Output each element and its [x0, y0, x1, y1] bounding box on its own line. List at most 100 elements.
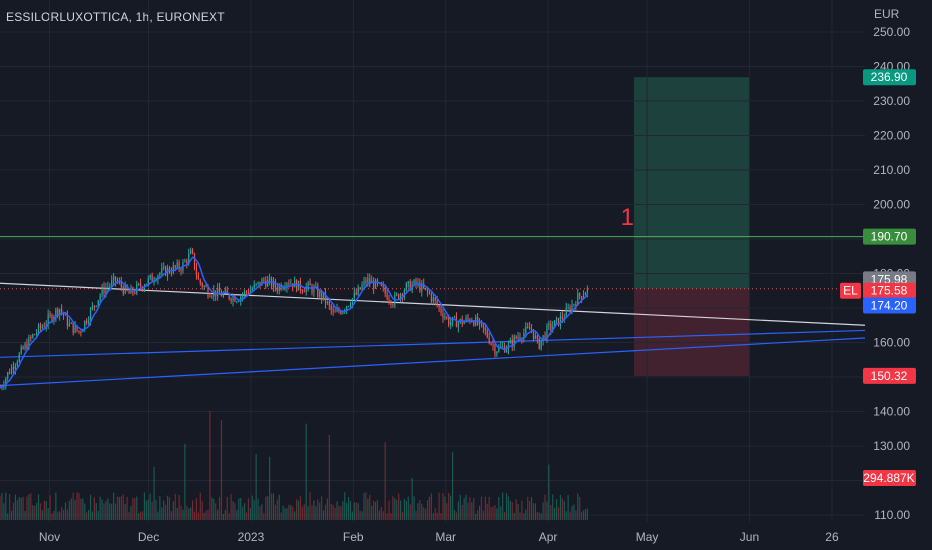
candle[interactable]: [242, 294, 244, 297]
candle[interactable]: [149, 274, 151, 278]
candle[interactable]: [161, 268, 163, 274]
candle[interactable]: [84, 320, 86, 330]
candle[interactable]: [347, 306, 350, 308]
candle[interactable]: [35, 332, 38, 335]
candle[interactable]: [500, 346, 502, 348]
candle[interactable]: [573, 304, 575, 306]
candle[interactable]: [544, 335, 546, 339]
candle[interactable]: [502, 346, 504, 348]
candle[interactable]: [540, 340, 542, 349]
candle[interactable]: [218, 287, 221, 293]
candle[interactable]: [124, 285, 126, 294]
candle[interactable]: [220, 292, 223, 297]
candle[interactable]: [87, 320, 90, 323]
candle[interactable]: [139, 283, 142, 287]
candle[interactable]: [319, 291, 321, 297]
candle[interactable]: [453, 316, 456, 318]
candle[interactable]: [136, 284, 138, 293]
candle[interactable]: [552, 326, 554, 330]
candle[interactable]: [203, 285, 205, 287]
candle[interactable]: [513, 336, 515, 347]
candle[interactable]: [45, 324, 47, 327]
candle[interactable]: [455, 316, 458, 328]
candle[interactable]: [68, 323, 70, 326]
candle[interactable]: [272, 280, 275, 288]
candle[interactable]: [111, 280, 113, 286]
candle[interactable]: [62, 312, 65, 316]
candle[interactable]: [436, 300, 438, 306]
candle[interactable]: [126, 285, 128, 291]
candle[interactable]: [9, 372, 11, 374]
candle[interactable]: [569, 307, 571, 312]
candle[interactable]: [407, 281, 409, 284]
candle[interactable]: [49, 314, 51, 316]
candle[interactable]: [357, 287, 359, 295]
candle[interactable]: [519, 336, 521, 339]
stop-zone[interactable]: [633, 288, 750, 376]
candle[interactable]: [463, 321, 465, 325]
candle[interactable]: [423, 283, 425, 288]
candle[interactable]: [484, 328, 486, 331]
candle[interactable]: [515, 336, 517, 339]
candle[interactable]: [359, 287, 361, 290]
candle[interactable]: [353, 292, 355, 299]
candle[interactable]: [269, 278, 271, 281]
candle[interactable]: [409, 281, 411, 291]
candle[interactable]: [349, 304, 352, 307]
candle[interactable]: [243, 291, 246, 295]
candle[interactable]: [342, 311, 344, 314]
candle[interactable]: [413, 279, 415, 285]
candle[interactable]: [41, 326, 43, 328]
candle[interactable]: [550, 323, 552, 330]
candle[interactable]: [577, 293, 579, 306]
candle[interactable]: [228, 293, 230, 299]
candle[interactable]: [267, 280, 269, 287]
candle[interactable]: [355, 292, 357, 295]
candle[interactable]: [365, 280, 367, 283]
candle[interactable]: [523, 332, 525, 340]
candle[interactable]: [259, 281, 261, 286]
candle[interactable]: [432, 297, 434, 302]
candle[interactable]: [438, 305, 440, 308]
candle[interactable]: [351, 298, 354, 305]
candle[interactable]: [532, 329, 535, 339]
candle[interactable]: [426, 288, 429, 293]
candle[interactable]: [55, 309, 57, 317]
candle[interactable]: [66, 314, 69, 326]
candle[interactable]: [174, 265, 176, 268]
candle[interactable]: [507, 343, 510, 350]
candle[interactable]: [517, 336, 519, 339]
candle[interactable]: [16, 361, 18, 366]
candle[interactable]: [57, 309, 59, 316]
candle[interactable]: [47, 314, 49, 325]
candle[interactable]: [165, 266, 167, 276]
candle[interactable]: [12, 366, 15, 370]
candle[interactable]: [575, 304, 577, 306]
candle[interactable]: [191, 249, 194, 254]
candle[interactable]: [209, 296, 211, 298]
candle[interactable]: [234, 296, 236, 302]
candle[interactable]: [321, 291, 323, 299]
candle[interactable]: [322, 292, 325, 299]
candle[interactable]: [109, 285, 111, 287]
candle[interactable]: [249, 290, 251, 294]
candle[interactable]: [434, 297, 436, 301]
candle[interactable]: [581, 296, 583, 299]
candle[interactable]: [74, 325, 76, 333]
candle[interactable]: [546, 325, 548, 339]
candle[interactable]: [236, 301, 238, 303]
candle[interactable]: [113, 276, 115, 281]
candle[interactable]: [18, 353, 20, 362]
candle[interactable]: [313, 287, 315, 293]
candle[interactable]: [584, 292, 587, 296]
candle[interactable]: [37, 324, 40, 333]
candle[interactable]: [222, 293, 225, 297]
candle[interactable]: [586, 288, 588, 293]
candle[interactable]: [326, 301, 329, 304]
candle[interactable]: [334, 311, 336, 313]
candle[interactable]: [247, 292, 250, 294]
candle[interactable]: [286, 283, 288, 288]
candle[interactable]: [282, 287, 284, 290]
candle[interactable]: [382, 285, 384, 288]
